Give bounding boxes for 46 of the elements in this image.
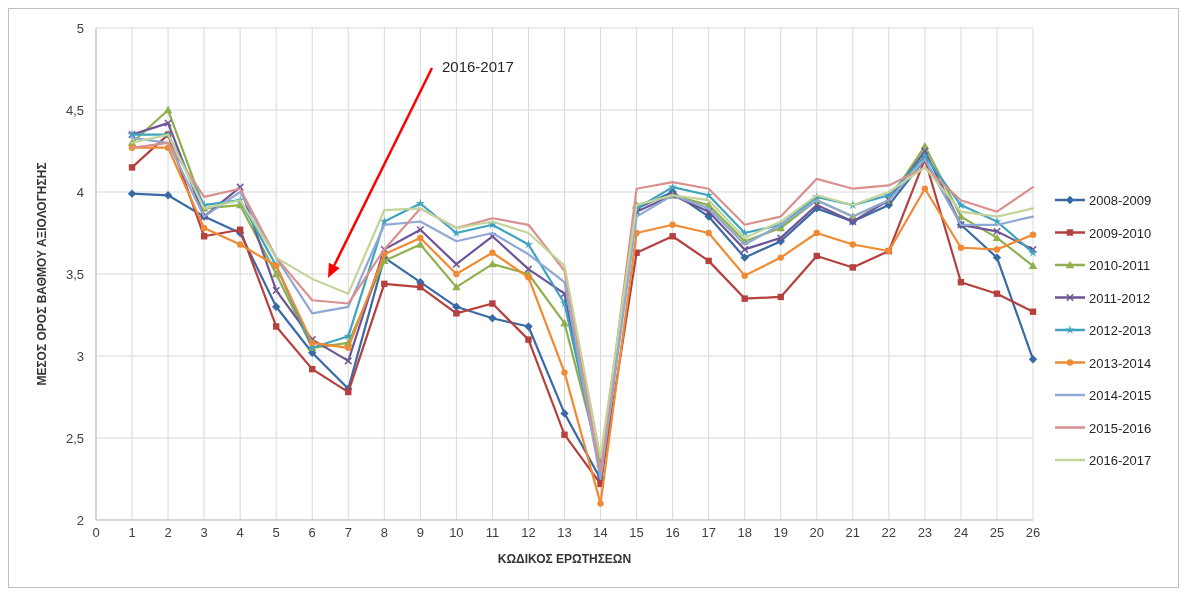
y-tick-label: 4,5 [65, 103, 84, 118]
x-tick-label: 17 [701, 525, 716, 540]
x-tick-label: 9 [416, 525, 424, 540]
x-tick-label: 15 [629, 525, 644, 540]
annotation: 2016-2017 [442, 58, 514, 75]
x-tick-label: 5 [272, 525, 280, 540]
legend-label: 2010-2011 [1089, 258, 1151, 273]
x-tick-label: 19 [773, 525, 788, 540]
x-tick-label: 2 [164, 525, 172, 540]
x-tick-label: 8 [380, 525, 388, 540]
x-tick-label: 22 [881, 525, 897, 540]
legend-label: 2009-2010 [1089, 225, 1152, 241]
x-tick-label: 3 [200, 525, 208, 540]
x-tick-label: 1 [128, 525, 136, 540]
legend-label: 2008-2009 [1089, 193, 1152, 208]
x-tick-label: 26 [1025, 525, 1041, 540]
legend-label: 2014-2015 [1089, 388, 1152, 403]
y-tick-label: 4 [76, 185, 84, 200]
x-tick-label: 20 [809, 525, 824, 540]
x-axis-title: ΚΩΔΙΚΟΣ ΕΡΩΤΗΣΕΩΝ [497, 552, 632, 566]
x-tick-label: 11 [485, 525, 500, 540]
x-tick-label: 14 [593, 525, 608, 540]
y-tick-label: 3,5 [65, 267, 84, 282]
legend-label: 2013-2014 [1089, 355, 1152, 371]
y-tick-label: 2 [76, 513, 84, 528]
x-tick-label: 6 [308, 525, 316, 540]
x-tick-label: 18 [737, 525, 752, 540]
legend-label: 2015-2016 [1089, 420, 1152, 436]
x-tick-label: 7 [344, 525, 352, 540]
x-tick-label: 23 [917, 525, 933, 540]
y-tick-label: 3 [76, 349, 84, 364]
x-tick-label: 0 [92, 525, 100, 540]
y-axis-title: ΜΕΣΟΣ ΟΡΟΣ ΒΑΘΜΟΥ ΑΞΙΟΛΟΓΗΣΗΣ [35, 162, 49, 386]
x-tick-label: 24 [953, 525, 969, 540]
y-tick-label: 5 [76, 21, 84, 36]
legend-label: 2012-2013 [1089, 323, 1152, 338]
x-tick-label: 21 [845, 525, 861, 540]
legend-label: 2011-2012 [1089, 290, 1151, 306]
legend-label: 2016-2017 [1089, 453, 1152, 468]
x-tick-label: 4 [236, 525, 244, 540]
x-tick-label: 16 [665, 525, 680, 540]
x-tick-label: 12 [521, 525, 536, 540]
x-tick-label: 13 [557, 525, 572, 540]
x-tick-label: 10 [449, 525, 464, 540]
y-tick-label: 2,5 [65, 431, 84, 446]
x-tick-label: 25 [989, 525, 1005, 540]
